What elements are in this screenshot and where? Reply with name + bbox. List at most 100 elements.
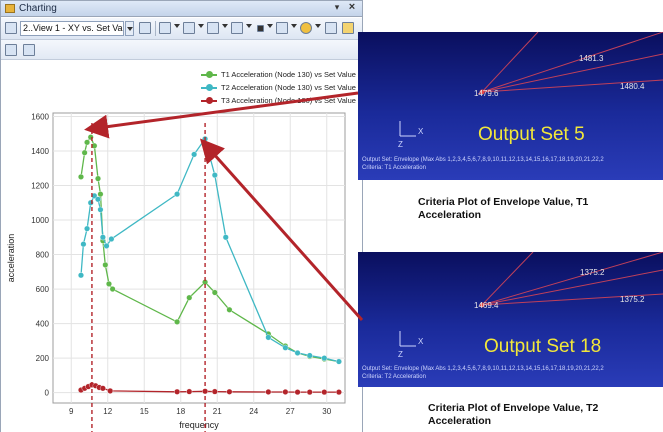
toolbar-separator xyxy=(155,21,156,36)
series-3-point xyxy=(294,389,301,396)
series-3-point xyxy=(306,389,313,396)
node-value-label: 1375.2 xyxy=(580,268,605,277)
charting-window: Charting ▾ × 2..View 1 - XY vs. Set Valu… xyxy=(0,0,363,432)
window-icon xyxy=(5,4,15,13)
series-2-point xyxy=(211,172,218,179)
edit-icon[interactable] xyxy=(5,44,17,56)
series-2-point xyxy=(294,349,301,356)
node-value-label: 1469.4 xyxy=(474,301,499,310)
x-tick-label: 12 xyxy=(103,407,112,416)
chart-view-icon[interactable] xyxy=(5,22,17,34)
color-dropdown-icon[interactable] xyxy=(315,24,321,28)
legend-item-t3[interactable]: T3 Acceleration (Node 130) vs Set Value xyxy=(201,95,362,107)
view-select[interactable]: 2..View 1 - XY vs. Set Valu xyxy=(20,21,124,36)
series-2-point xyxy=(103,242,110,249)
series-2-point xyxy=(80,241,87,248)
x-tick-label: 30 xyxy=(322,407,331,416)
series-3-point xyxy=(321,389,328,396)
series-1-point xyxy=(174,318,181,325)
x-tick-label: 15 xyxy=(140,407,149,416)
criteria-footer: Criteria: T1 Acceleration xyxy=(362,165,426,171)
label-icon[interactable] xyxy=(207,22,219,34)
series-2-point xyxy=(265,334,272,341)
y-axis-label: acceleration xyxy=(6,234,16,283)
y-tick-label: 1400 xyxy=(31,147,49,156)
color-icon[interactable] xyxy=(300,22,312,34)
caption-t1: Criteria Plot of Envelope Value, T1 Acce… xyxy=(418,196,589,221)
series-2-point xyxy=(174,191,181,198)
caption-t2: Criteria Plot of Envelope Value, T2 Acce… xyxy=(428,402,599,427)
legend-item-t2[interactable]: T2 Acceleration (Node 130) vs Set Value xyxy=(201,82,362,94)
axis-x-label: X xyxy=(418,337,424,346)
series-2-point xyxy=(222,234,229,241)
y-tick-label: 200 xyxy=(36,354,50,363)
axis-x-label: X xyxy=(418,127,424,136)
marker-dropdown-icon[interactable] xyxy=(267,24,273,28)
grid-icon[interactable] xyxy=(231,22,243,34)
select-icon[interactable] xyxy=(139,22,151,34)
series-2-point xyxy=(282,344,289,351)
fea-result-panel-output-set-18: 1375.2 1375.2 1469.4 X Z Output Set 18 O… xyxy=(358,252,663,387)
legend-label-t3: T3 Acceleration (Node 130) vs Set Value xyxy=(221,96,356,105)
series-1-point xyxy=(84,139,91,146)
output-set-footer: Output Set: Envelope (Max Abs 1,2,3,4,5,… xyxy=(362,157,604,163)
series-1-point xyxy=(102,261,109,268)
series-3-point xyxy=(226,388,233,395)
series-1-point xyxy=(87,134,94,141)
series-2-point xyxy=(95,196,102,203)
series-1-point xyxy=(95,175,102,182)
legend-swatch-dot xyxy=(206,97,213,104)
legend-label-t1: T1 Acceleration (Node 130) vs Set Value xyxy=(221,70,356,79)
label-dropdown-icon[interactable] xyxy=(222,24,228,28)
series-2-point xyxy=(335,358,342,365)
y-tick-label: 600 xyxy=(36,285,50,294)
grid-dropdown-icon[interactable] xyxy=(246,24,252,28)
series-2-point xyxy=(321,355,328,362)
series-1-point xyxy=(97,191,104,198)
view-select-dropdown-icon[interactable] xyxy=(125,21,134,36)
titles-icon[interactable] xyxy=(183,22,195,34)
legend-icon[interactable] xyxy=(276,22,288,34)
series-2-point xyxy=(97,206,104,213)
output-set-label: Output Set 5 xyxy=(478,124,585,145)
legend-item-t1[interactable]: T1 Acceleration (Node 130) vs Set Value xyxy=(201,69,362,81)
node-value-label: 1481.3 xyxy=(579,54,604,63)
marker-icon[interactable] xyxy=(257,25,264,32)
plot-area xyxy=(52,112,346,404)
window-titlebar[interactable]: Charting ▾ × xyxy=(1,1,362,17)
series-1-point xyxy=(211,289,218,296)
axis-z-label: Z xyxy=(398,140,403,149)
axis-z-label: Z xyxy=(398,350,403,359)
table-icon[interactable] xyxy=(23,44,35,56)
x-tick-label: 18 xyxy=(176,407,185,416)
legend-dropdown-icon[interactable] xyxy=(291,24,297,28)
series-3-point xyxy=(211,388,218,395)
node-value-label: 1375.2 xyxy=(620,295,645,304)
series-3-point xyxy=(174,388,181,395)
output-set-footer: Output Set: Envelope (Max Abs 1,2,3,4,5,… xyxy=(362,366,604,372)
chart-area[interactable]: 0 200 400 600 800 1000 1200 1400 1600 9 12 15 18 21 24… xyxy=(1,61,362,432)
fea-result-panel-output-set-5: 1481.3 1480.4 1479.6 X Z Output Set 5 Ou… xyxy=(358,32,663,180)
window-close-button[interactable]: × xyxy=(348,1,356,13)
series-3-point xyxy=(282,388,289,395)
titles-dropdown-icon[interactable] xyxy=(198,24,204,28)
axes-dropdown-icon[interactable] xyxy=(174,24,180,28)
x-tick-label: 24 xyxy=(249,407,258,416)
export-icon[interactable] xyxy=(325,22,337,34)
series-2-point xyxy=(77,272,84,279)
y-tick-label: 1200 xyxy=(31,182,49,191)
series-3-point xyxy=(265,388,272,395)
series-1-point xyxy=(186,294,193,301)
window-pin-button[interactable]: ▾ xyxy=(334,2,340,12)
series-1-point xyxy=(105,280,112,287)
axes-icon[interactable] xyxy=(159,22,171,34)
print-icon[interactable] xyxy=(342,22,354,34)
series-1-point xyxy=(109,286,116,293)
chart-legend[interactable]: T1 Acceleration (Node 130) vs Set Value … xyxy=(201,69,362,109)
series-3-point xyxy=(99,385,106,392)
xy-chart[interactable]: 0 200 400 600 800 1000 1200 1400 1600 9 12 15 18 21 24… xyxy=(1,61,362,432)
series-2-point xyxy=(99,234,106,241)
y-tick-label: 1000 xyxy=(31,216,49,225)
output-set-label: Output Set 18 xyxy=(484,336,602,357)
legend-swatch-dot xyxy=(206,84,213,91)
